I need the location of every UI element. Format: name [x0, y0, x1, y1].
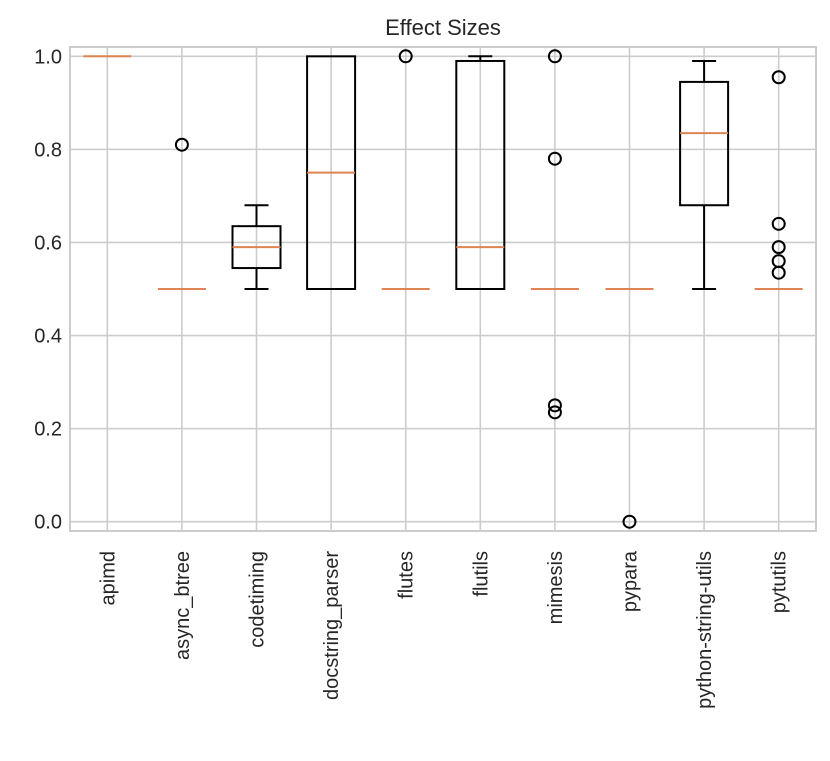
x-tick-label: docstring_parser — [321, 551, 343, 700]
y-tick-label: 0.0 — [34, 512, 62, 534]
x-axis-ticks: apimd async_btree codetiming docstring_pars… — [97, 550, 790, 709]
x-tick-label: mimesis — [545, 551, 567, 624]
iqr-box — [679, 80, 730, 207]
y-axis-ticks: 0.0 0.2 0.4 0.6 0.8 1.0 — [34, 46, 62, 533]
x-tick-label: async_btree — [172, 551, 194, 660]
box-group-python-string-utils — [679, 59, 730, 290]
box-group-codetiming — [231, 204, 282, 290]
plot-frame — [69, 46, 817, 532]
y-tick-label: 1.0 — [34, 46, 62, 68]
box-group-flutes — [381, 49, 430, 290]
y-tick-label: 0.4 — [34, 326, 62, 348]
outlier-point — [547, 405, 562, 420]
box-group-pypara — [605, 288, 654, 529]
box-group-pytutils — [754, 70, 803, 290]
x-tick-label: codetiming — [247, 551, 269, 648]
outlier-point — [174, 137, 189, 152]
x-tick-label: flutes — [396, 551, 418, 599]
x-tick-label: pytutils — [769, 551, 791, 613]
x-tick-label: flutils — [470, 551, 492, 597]
outlier-point — [771, 265, 786, 280]
y-tick-label: 0.8 — [34, 139, 62, 161]
box-plots — [83, 49, 803, 529]
y-tick-label: 0.6 — [34, 232, 62, 254]
outlier-point — [547, 49, 562, 64]
box-group-mimesis — [530, 49, 579, 420]
outlier-point — [771, 216, 786, 231]
x-tick-label: python-string-utils — [694, 551, 716, 709]
x-tick-label: apimd — [97, 551, 119, 605]
y-tick-label: 0.2 — [34, 419, 62, 441]
x-tick-label: pypara — [620, 550, 642, 612]
outlier-point — [547, 151, 562, 166]
outlier-point — [771, 70, 786, 85]
iqr-box — [455, 59, 506, 291]
outlier-point — [398, 49, 413, 64]
box-group-flutils — [455, 55, 506, 291]
outlier-point — [622, 514, 637, 529]
box-group-docstring_parser — [306, 55, 357, 290]
box-group-async_btree — [157, 137, 206, 290]
outlier-point — [771, 240, 786, 255]
chart-title: Effect Sizes — [385, 15, 501, 40]
outlier-point — [547, 398, 562, 413]
